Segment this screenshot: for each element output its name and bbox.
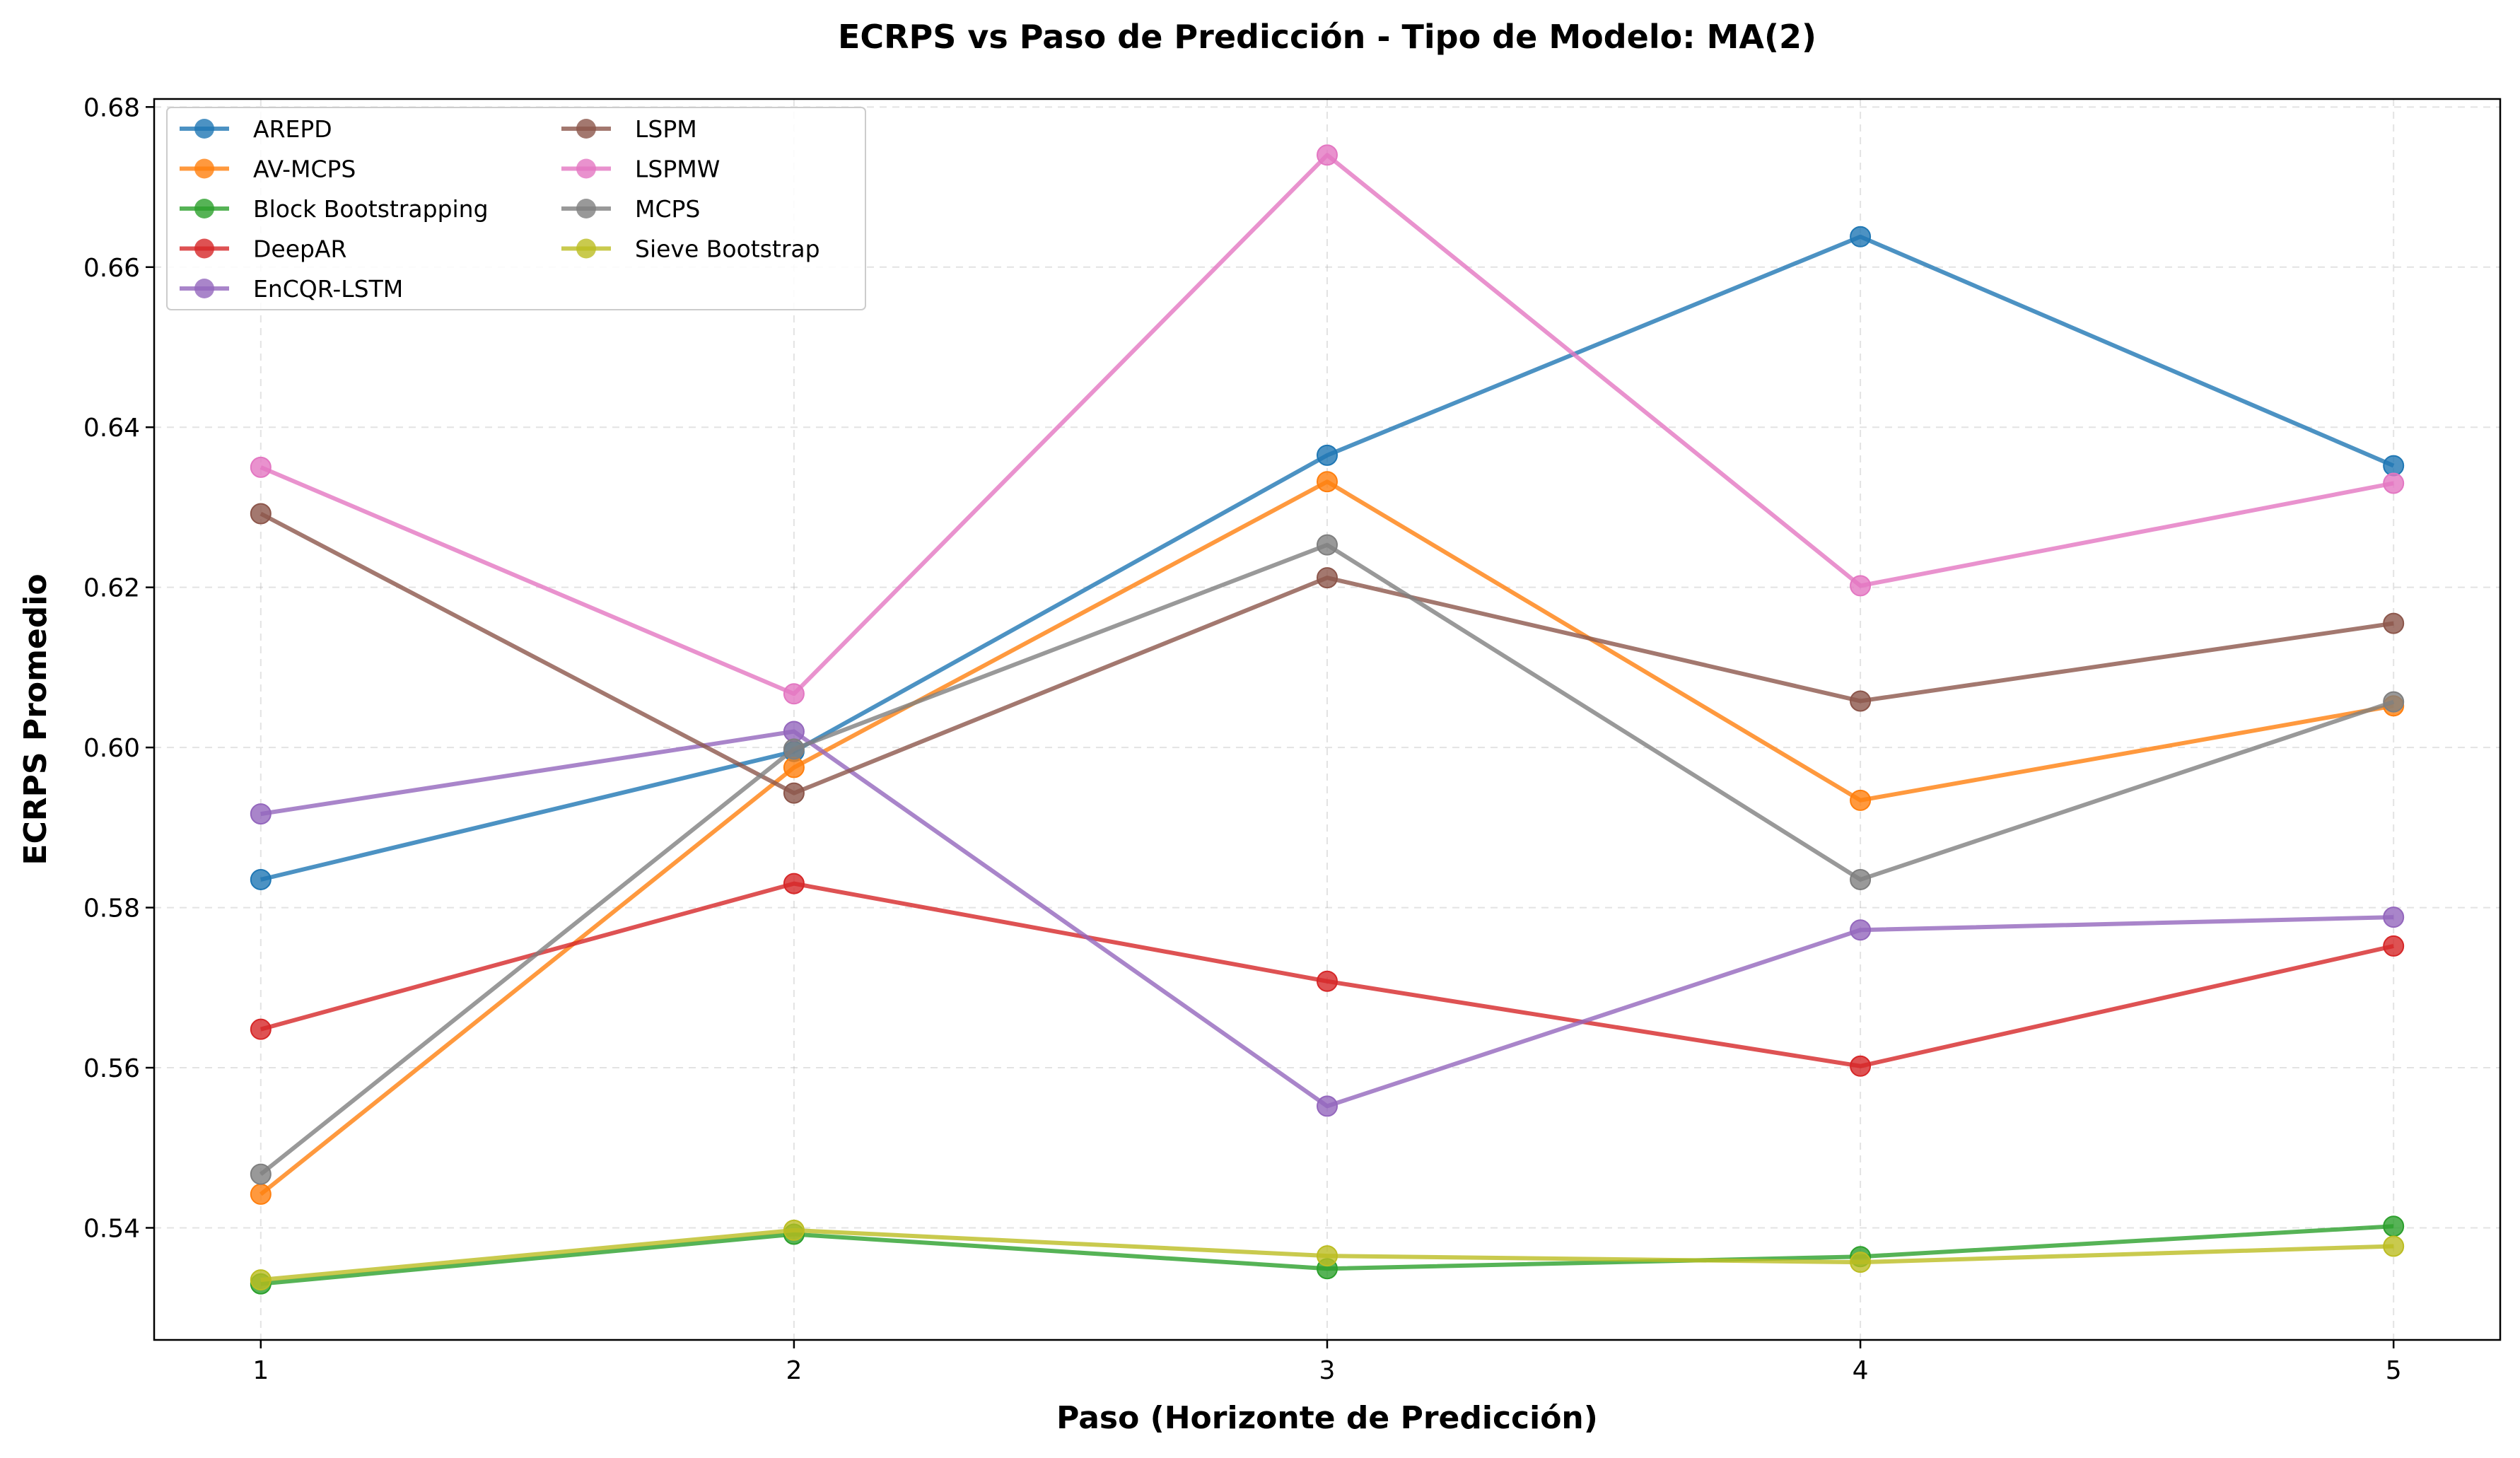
- data-point: [250, 1269, 272, 1291]
- y-tick-label: 0.58: [83, 894, 140, 923]
- data-point: [2383, 472, 2405, 494]
- x-tick-label: 3: [1319, 1356, 1336, 1385]
- y-tick-label: 0.62: [83, 574, 140, 603]
- data-point: [2383, 612, 2405, 634]
- data-point: [250, 456, 272, 478]
- data-point: [1850, 789, 1872, 811]
- data-point: [783, 757, 805, 778]
- legend-marker: [194, 238, 214, 259]
- y-tick-label: 0.66: [83, 254, 140, 283]
- data-point: [250, 803, 272, 825]
- data-point: [1317, 471, 1338, 493]
- legend-label: LSPM: [635, 115, 697, 143]
- data-point: [250, 1183, 272, 1205]
- y-tick-label: 0.64: [83, 414, 140, 443]
- data-point: [1850, 226, 1872, 247]
- x-tick-label: 4: [1853, 1356, 1869, 1385]
- series-lspm: [250, 503, 2405, 804]
- series-sieve-bootstrap: [250, 1219, 2405, 1291]
- legend-marker: [194, 119, 214, 139]
- legend-label: Sieve Bootstrap: [635, 235, 820, 263]
- legend-label: AV-MCPS: [253, 156, 356, 183]
- series-lspmw: [250, 144, 2405, 705]
- y-axis-label: ECRPS Promedio: [18, 573, 54, 865]
- legend-marker: [576, 158, 596, 179]
- series-lines: [250, 144, 2405, 1295]
- data-point: [783, 782, 805, 804]
- data-point: [1317, 1245, 1338, 1267]
- y-tick-label: 0.60: [83, 734, 140, 763]
- data-point: [1850, 868, 1872, 890]
- legend-label: AREPD: [253, 115, 332, 143]
- x-tick-label: 5: [2386, 1356, 2402, 1385]
- data-point: [783, 873, 805, 894]
- data-point: [1850, 1055, 1872, 1077]
- data-point: [1850, 690, 1872, 712]
- data-point: [2383, 906, 2405, 928]
- data-point: [1317, 144, 1338, 166]
- data-point: [1317, 970, 1338, 992]
- data-point: [1317, 534, 1338, 556]
- data-point: [2383, 691, 2405, 713]
- y-tick-label: 0.56: [83, 1054, 140, 1083]
- legend-item: EnCQR-LSTM: [180, 275, 403, 303]
- legend-marker: [194, 279, 214, 298]
- data-point: [2383, 455, 2405, 477]
- legend-marker: [576, 199, 596, 218]
- data-point: [783, 738, 805, 760]
- y-tick-label: 0.54: [83, 1214, 140, 1243]
- legend-marker: [194, 158, 214, 179]
- data-point: [1850, 919, 1872, 941]
- chart-title: ECRPS vs Paso de Predicción - Tipo de Mo…: [838, 18, 1816, 56]
- data-point: [1317, 444, 1338, 466]
- data-point: [2383, 935, 2405, 957]
- legend-item: Sieve Bootstrap: [561, 235, 820, 263]
- data-point: [250, 1018, 272, 1040]
- legend-marker: [194, 199, 214, 218]
- legend-marker: [576, 119, 596, 139]
- legend-marker: [576, 238, 596, 259]
- axis-ticks: 1 2 3 4 5 0.54 0.56 0.58 0.60 0.62 0.64 0.66 0.68: [83, 93, 2402, 1385]
- data-point: [250, 1163, 272, 1185]
- legend-box: [166, 107, 866, 310]
- legend-label: EnCQR-LSTM: [253, 275, 403, 303]
- x-tick-label: 2: [786, 1356, 802, 1385]
- data-point: [1317, 567, 1338, 589]
- legend-item: LSPMW: [561, 156, 720, 183]
- legend-label: MCPS: [635, 195, 700, 223]
- legend-label: LSPMW: [635, 156, 720, 183]
- legend-label: Block Bootstrapping: [253, 195, 489, 223]
- legend-label: DeepAR: [253, 235, 346, 263]
- legend-item: MCPS: [561, 195, 700, 223]
- legend-item: DeepAR: [180, 235, 346, 263]
- series-deepar: [250, 873, 2405, 1077]
- data-point: [1850, 1252, 1872, 1273]
- legend: AREPD AV-MCPS Block Bootstrapping DeepAR EnC…: [166, 107, 866, 310]
- data-point: [783, 721, 805, 742]
- x-axis-label: Paso (Horizonte de Predicción): [1056, 1400, 1598, 1436]
- data-point: [1317, 1095, 1338, 1117]
- series-mcps: [250, 534, 2405, 1185]
- data-point: [783, 1219, 805, 1241]
- data-point: [783, 683, 805, 705]
- data-point: [250, 503, 272, 525]
- data-point: [2383, 1235, 2405, 1257]
- data-point: [2383, 1215, 2405, 1237]
- legend-item: LSPM: [561, 115, 697, 143]
- x-tick-label: 1: [252, 1356, 269, 1385]
- data-point: [250, 868, 272, 890]
- y-tick-label: 0.68: [83, 93, 140, 122]
- legend-item: AV-MCPS: [180, 156, 356, 183]
- data-point: [1850, 575, 1872, 597]
- series-encqr-lstm: [250, 721, 2405, 1117]
- legend-item: Block Bootstrapping: [180, 195, 489, 223]
- legend-item: AREPD: [180, 115, 332, 143]
